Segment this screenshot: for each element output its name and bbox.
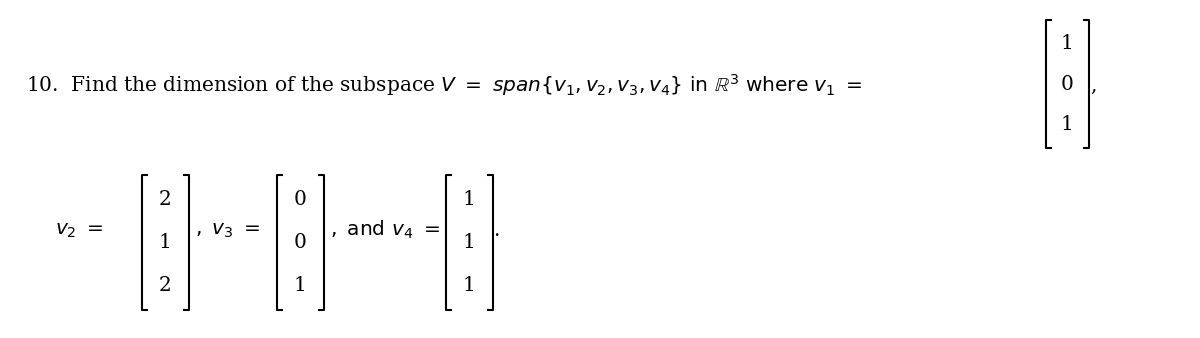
- Text: ,: ,: [1090, 75, 1097, 95]
- Text: 1: 1: [1061, 33, 1074, 52]
- Text: $,\ \mathrm{and}\ v_4\ =$: $,\ \mathrm{and}\ v_4\ =$: [330, 219, 440, 241]
- Text: .: .: [493, 220, 499, 240]
- Text: 1: 1: [158, 233, 172, 252]
- Text: 1: 1: [462, 276, 475, 295]
- Text: 0: 0: [294, 233, 306, 252]
- Text: 1: 1: [462, 233, 475, 252]
- Text: 2: 2: [158, 276, 172, 295]
- Text: 0: 0: [1061, 74, 1074, 94]
- Text: 1: 1: [1061, 116, 1074, 135]
- Text: 1: 1: [294, 276, 306, 295]
- Text: 0: 0: [294, 190, 306, 209]
- Text: 2: 2: [158, 190, 172, 209]
- Text: $v_2\ =$: $v_2\ =$: [55, 220, 103, 240]
- Text: $,\ v_3\ =$: $,\ v_3\ =$: [194, 220, 260, 240]
- Text: 1: 1: [462, 190, 475, 209]
- Text: 10.  Find the dimension of the subspace $V\ =\ \mathit{span}\{v_1, v_2, v_3, v_4: 10. Find the dimension of the subspace $…: [26, 72, 863, 98]
